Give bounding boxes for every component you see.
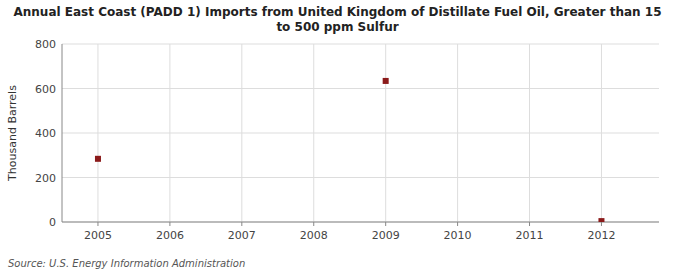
title-group: Annual East Coast (PADD 1) Imports from … xyxy=(14,5,662,34)
x-tick-label: 2010 xyxy=(444,229,472,242)
x-tick-label: 2009 xyxy=(372,229,400,242)
y-grid-line xyxy=(62,88,659,89)
y-axis-line xyxy=(62,44,63,222)
y-grid-line xyxy=(62,177,659,178)
y-tick-label: 400 xyxy=(35,127,56,140)
x-tick xyxy=(457,222,458,226)
x-grid-line xyxy=(601,44,602,222)
x-tick xyxy=(241,222,242,226)
x-tick-label: 2006 xyxy=(156,229,184,242)
x-tick xyxy=(97,222,98,226)
x-tick-label: 2012 xyxy=(587,229,615,242)
x-grid-line xyxy=(457,44,458,222)
x-grid-line xyxy=(169,44,170,222)
x-grid-line xyxy=(529,44,530,222)
y-grid-line xyxy=(62,133,659,134)
y-tick-label: 800 xyxy=(35,38,56,51)
title: to 500 ppm Sulfur xyxy=(276,20,398,34)
x-tick xyxy=(601,222,602,226)
x-axis-line xyxy=(62,222,659,223)
x-tick-label: 2007 xyxy=(228,229,256,242)
points xyxy=(95,78,604,222)
y-tick-label: 0 xyxy=(49,216,56,229)
x-grid-line xyxy=(97,44,98,222)
y-tick-label: 200 xyxy=(35,172,56,185)
point xyxy=(598,218,604,222)
x-tick-label: 2008 xyxy=(300,229,328,242)
x-tick xyxy=(169,222,170,226)
y-tick-label: 600 xyxy=(35,83,56,96)
x-grid-line xyxy=(241,44,242,222)
grid xyxy=(62,44,659,222)
axes: 0 200 400 600 800 2005 2006 2007 2008 2009 2010 201… xyxy=(35,38,659,242)
x-grid-line xyxy=(313,44,314,222)
x-tick xyxy=(529,222,530,226)
point xyxy=(383,78,389,84)
x-tick xyxy=(385,222,386,226)
x-tick-label: 2011 xyxy=(516,229,544,242)
point xyxy=(95,156,101,162)
x-grid-line xyxy=(385,44,386,222)
x-tick-label: 2005 xyxy=(84,229,112,242)
y-grid-line xyxy=(62,222,659,223)
chart: Annual East Coast (PADD 1) Imports from … xyxy=(0,0,675,275)
y-grid-line xyxy=(62,44,659,45)
y-axis-label: Thousand Barrels xyxy=(6,85,19,182)
x-tick xyxy=(313,222,314,226)
title: Annual East Coast (PADD 1) Imports from … xyxy=(14,5,662,19)
source: Source: U.S. Energy Information Administ… xyxy=(8,258,245,269)
